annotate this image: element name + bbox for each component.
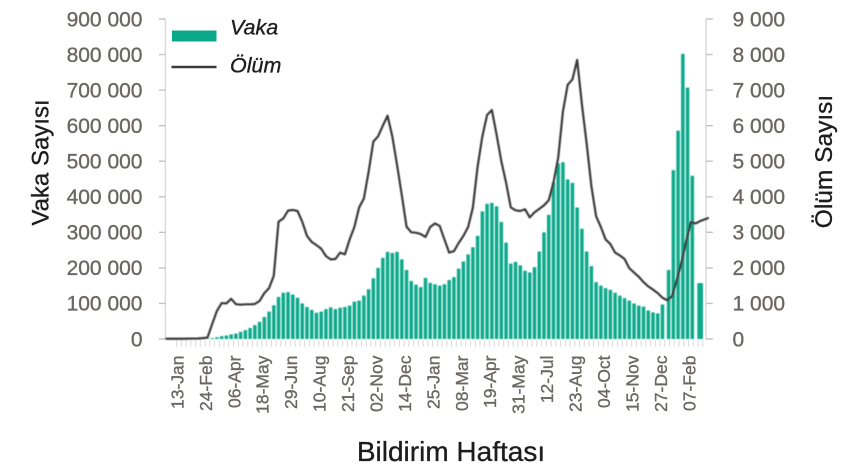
svg-text:6 000: 6 000 [733, 115, 786, 138]
svg-text:23-Aug: 23-Aug [566, 356, 586, 412]
svg-text:0: 0 [131, 328, 143, 351]
svg-text:Vaka: Vaka [230, 16, 278, 40]
svg-text:Bildirim Haftası: Bildirim Haftası [357, 436, 545, 467]
svg-text:31-May: 31-May [509, 355, 529, 414]
svg-text:7 000: 7 000 [733, 79, 786, 102]
svg-text:800 000: 800 000 [67, 44, 143, 67]
svg-text:25-Jan: 25-Jan [423, 356, 443, 410]
svg-text:600 000: 600 000 [67, 115, 143, 138]
svg-text:100 000: 100 000 [67, 293, 143, 316]
svg-text:07-Feb: 07-Feb [679, 356, 699, 411]
svg-text:19-Apr: 19-Apr [480, 355, 500, 408]
svg-text:Ölüm Sayısı: Ölüm Sayısı [811, 95, 838, 228]
svg-text:200 000: 200 000 [67, 257, 143, 280]
svg-text:08-Mar: 08-Mar [452, 355, 472, 411]
svg-text:14-Dec: 14-Dec [395, 355, 415, 412]
svg-text:04-Oct: 04-Oct [594, 355, 614, 408]
svg-text:2 000: 2 000 [733, 257, 786, 280]
svg-text:13-Jan: 13-Jan [167, 356, 187, 410]
svg-text:0: 0 [733, 328, 745, 351]
svg-text:400 000: 400 000 [67, 186, 143, 209]
svg-text:21-Sep: 21-Sep [338, 356, 358, 412]
svg-text:12-Jul: 12-Jul [537, 356, 557, 404]
svg-text:Ölüm: Ölüm [230, 54, 281, 78]
svg-text:4 000: 4 000 [733, 186, 786, 209]
svg-text:8 000: 8 000 [733, 44, 786, 67]
svg-text:700 000: 700 000 [67, 79, 143, 102]
svg-text:10-Aug: 10-Aug [310, 356, 330, 412]
svg-text:5 000: 5 000 [733, 151, 786, 174]
svg-text:06-Apr: 06-Apr [224, 355, 244, 408]
svg-text:Vaka Sayısı: Vaka Sayısı [28, 99, 55, 225]
svg-text:500 000: 500 000 [67, 151, 143, 174]
svg-text:02-Nov: 02-Nov [366, 355, 386, 412]
svg-text:18-May: 18-May [253, 355, 273, 414]
svg-text:3 000: 3 000 [733, 222, 786, 245]
svg-text:15-Nov: 15-Nov [622, 355, 642, 412]
svg-text:9 000: 9 000 [733, 8, 786, 31]
svg-text:29-Jun: 29-Jun [281, 356, 301, 410]
svg-text:300 000: 300 000 [67, 222, 143, 245]
svg-text:27-Dec: 27-Dec [651, 355, 671, 412]
svg-text:900 000: 900 000 [67, 8, 143, 31]
svg-text:24-Feb: 24-Feb [196, 356, 216, 411]
svg-text:1 000: 1 000 [733, 293, 786, 316]
